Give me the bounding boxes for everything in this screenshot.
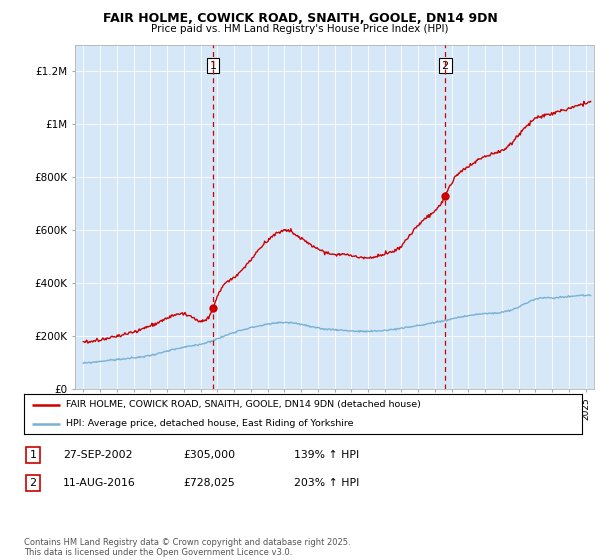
Text: Contains HM Land Registry data © Crown copyright and database right 2025.
This d: Contains HM Land Registry data © Crown c…: [24, 538, 350, 557]
Text: Price paid vs. HM Land Registry's House Price Index (HPI): Price paid vs. HM Land Registry's House …: [151, 24, 449, 34]
Text: HPI: Average price, detached house, East Riding of Yorkshire: HPI: Average price, detached house, East…: [66, 419, 353, 428]
Text: 203% ↑ HPI: 203% ↑ HPI: [294, 478, 359, 488]
Text: 1: 1: [29, 450, 37, 460]
Text: 11-AUG-2016: 11-AUG-2016: [63, 478, 136, 488]
Text: £305,000: £305,000: [183, 450, 235, 460]
Text: 2: 2: [442, 60, 449, 71]
Text: £728,025: £728,025: [183, 478, 235, 488]
Text: FAIR HOLME, COWICK ROAD, SNAITH, GOOLE, DN14 9DN: FAIR HOLME, COWICK ROAD, SNAITH, GOOLE, …: [103, 12, 497, 25]
Text: 2: 2: [29, 478, 37, 488]
Text: FAIR HOLME, COWICK ROAD, SNAITH, GOOLE, DN14 9DN (detached house): FAIR HOLME, COWICK ROAD, SNAITH, GOOLE, …: [66, 400, 421, 409]
Text: 27-SEP-2002: 27-SEP-2002: [63, 450, 133, 460]
Text: 139% ↑ HPI: 139% ↑ HPI: [294, 450, 359, 460]
Text: 1: 1: [209, 60, 217, 71]
